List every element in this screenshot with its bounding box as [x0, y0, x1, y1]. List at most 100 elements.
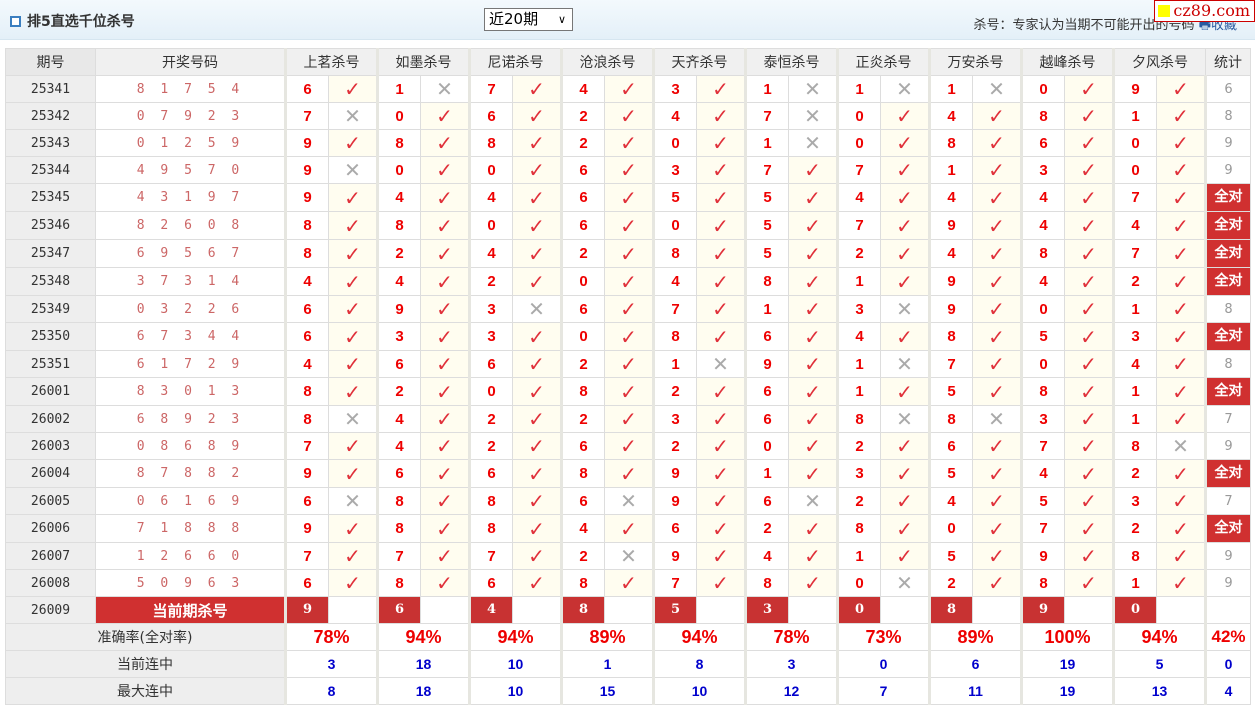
check-icon: ✓	[604, 267, 654, 296]
table-row: 26002 6 8 9 2 3 8 ✕ 4 ✓ 2 ✓ 2 ✓ 3 ✓ 6 ✓ 8 ✕ 8 ✕ 3 ✓ 1 ✓ 7	[5, 405, 1251, 433]
current-streak-value: 5	[1112, 650, 1206, 678]
check-icon: ✓	[788, 514, 838, 543]
kill-number-cell: 9	[652, 487, 697, 515]
table-row: 25343 0 1 2 5 9 9 ✓ 8 ✓ 8 ✓ 2 ✓ 0 ✓ 1 ✕ 0 ✓ 8 ✓ 6 ✓ 0 ✓ 9	[5, 129, 1251, 157]
table-row: 25342 0 7 9 2 3 7 ✕ 0 ✓ 6 ✓ 2 ✓ 4 ✓ 7 ✕ 0 ✓ 4 ✓ 8 ✓ 1 ✓ 8	[5, 102, 1251, 130]
stat-cell: 全对	[1204, 239, 1251, 268]
check-icon: ✓	[420, 183, 470, 212]
check-icon: ✓	[880, 267, 930, 296]
cross-icon: ✕	[880, 350, 930, 378]
all-correct-badge: 全对	[1208, 240, 1250, 267]
check-icon: ✓	[880, 102, 930, 130]
kill-number-cell: 8	[560, 569, 605, 597]
check-icon: ✓	[604, 459, 654, 488]
kill-number-cell: 5	[652, 183, 697, 212]
check-icon: ✓	[420, 267, 470, 296]
current-kill-cell: 0	[1112, 596, 1157, 624]
draw-number-cell: 8 1 7 5 4	[95, 75, 286, 103]
kill-number-cell: 8	[284, 405, 329, 433]
kill-number-cell: 0	[468, 211, 513, 240]
kill-number-cell: 1	[928, 156, 973, 184]
check-icon: ✓	[328, 542, 378, 570]
current-streak-total: 0	[1204, 650, 1251, 678]
kill-number-cell: 7	[376, 542, 421, 570]
check-icon: ✓	[1064, 459, 1114, 488]
draw-number-cell: 6 7 3 4 4	[95, 322, 286, 351]
square-icon	[10, 15, 21, 27]
kill-number-cell: 7	[652, 295, 697, 323]
kill-number-cell: 5	[1020, 322, 1065, 351]
kill-number-cell: 4	[468, 239, 513, 268]
kill-number-cell: 4	[836, 183, 881, 212]
check-icon: ✓	[420, 542, 470, 570]
kill-number-cell: 8	[376, 129, 421, 157]
issue-cell: 26008	[5, 569, 96, 597]
max-streak-label: 最大连中	[5, 677, 286, 705]
kill-number-cell: 6	[284, 75, 329, 103]
accuracy-value: 89%	[560, 623, 654, 651]
stat-cell: 6	[1204, 75, 1251, 103]
check-icon: ✓	[420, 322, 470, 351]
table-row: 25341 8 1 7 5 4 6 ✓ 1 ✕ 7 ✓ 4 ✓ 3 ✓ 1 ✕ 1 ✕ 1 ✕ 0 ✓ 9 ✓ 6	[5, 75, 1251, 103]
check-icon: ✓	[512, 129, 562, 157]
kill-number-cell: 9	[1112, 75, 1157, 103]
kill-number-cell: 4	[744, 542, 789, 570]
check-icon: ✓	[1156, 211, 1206, 240]
max-streak-value: 10	[468, 677, 562, 705]
max-streak-value: 18	[376, 677, 470, 705]
empty-cell	[512, 596, 562, 624]
kill-number-cell: 8	[744, 267, 789, 296]
current-kill-number: 4	[472, 597, 512, 623]
check-icon: ✓	[696, 102, 746, 130]
check-icon: ✓	[1156, 239, 1206, 268]
check-icon: ✓	[972, 102, 1022, 130]
kill-number-cell: 9	[928, 295, 973, 323]
header-expert: 上茗杀号	[284, 48, 378, 76]
check-icon: ✓	[696, 377, 746, 406]
kill-number-cell: 4	[1020, 267, 1065, 296]
kill-number-cell: 2	[1112, 459, 1157, 488]
kill-number-cell: 7	[652, 569, 697, 597]
check-icon: ✓	[328, 211, 378, 240]
check-icon: ✓	[512, 102, 562, 130]
kill-number-cell: 1	[376, 75, 421, 103]
check-icon: ✓	[696, 514, 746, 543]
check-icon: ✓	[696, 487, 746, 515]
max-streak-value: 7	[836, 677, 930, 705]
kill-number-cell: 5	[744, 211, 789, 240]
kill-number-cell: 8	[560, 377, 605, 406]
header-expert: 尼诺杀号	[468, 48, 562, 76]
kill-number-cell: 7	[928, 350, 973, 378]
check-icon: ✓	[788, 295, 838, 323]
check-icon: ✓	[1064, 267, 1114, 296]
kill-number-cell: 6	[376, 350, 421, 378]
kill-number-cell: 2	[836, 487, 881, 515]
check-icon: ✓	[512, 75, 562, 103]
kill-number-cell: 0	[1112, 129, 1157, 157]
kill-number-cell: 6	[928, 432, 973, 460]
header-expert: 正炎杀号	[836, 48, 930, 76]
kill-number-cell: 1	[744, 129, 789, 157]
kill-number-cell: 4	[928, 239, 973, 268]
kill-number-cell: 6	[560, 487, 605, 515]
period-select[interactable]: 近20期 ∨	[484, 8, 573, 31]
kill-number-cell: 0	[1020, 295, 1065, 323]
check-icon: ✓	[512, 350, 562, 378]
kill-number-cell: 2	[560, 405, 605, 433]
current-kill-cell: 6	[376, 596, 421, 624]
cross-icon: ✕	[328, 102, 378, 130]
check-icon: ✓	[788, 377, 838, 406]
kill-number-cell: 7	[468, 75, 513, 103]
current-streak-value: 3	[284, 650, 378, 678]
kill-number-cell: 4	[1020, 211, 1065, 240]
check-icon: ✓	[604, 211, 654, 240]
check-icon: ✓	[880, 377, 930, 406]
check-icon: ✓	[880, 183, 930, 212]
check-icon: ✓	[1064, 542, 1114, 570]
kill-number-cell: 7	[1020, 514, 1065, 543]
check-icon: ✓	[788, 239, 838, 268]
top-bar: 排5直选千位杀号 近20期 ∨ 杀号：专家认为当期不可能开出的号码 🖶收藏 cz8…	[0, 0, 1255, 40]
check-icon: ✓	[1156, 350, 1206, 378]
stat-cell: 7	[1204, 405, 1251, 433]
kill-number-cell: 9	[928, 211, 973, 240]
